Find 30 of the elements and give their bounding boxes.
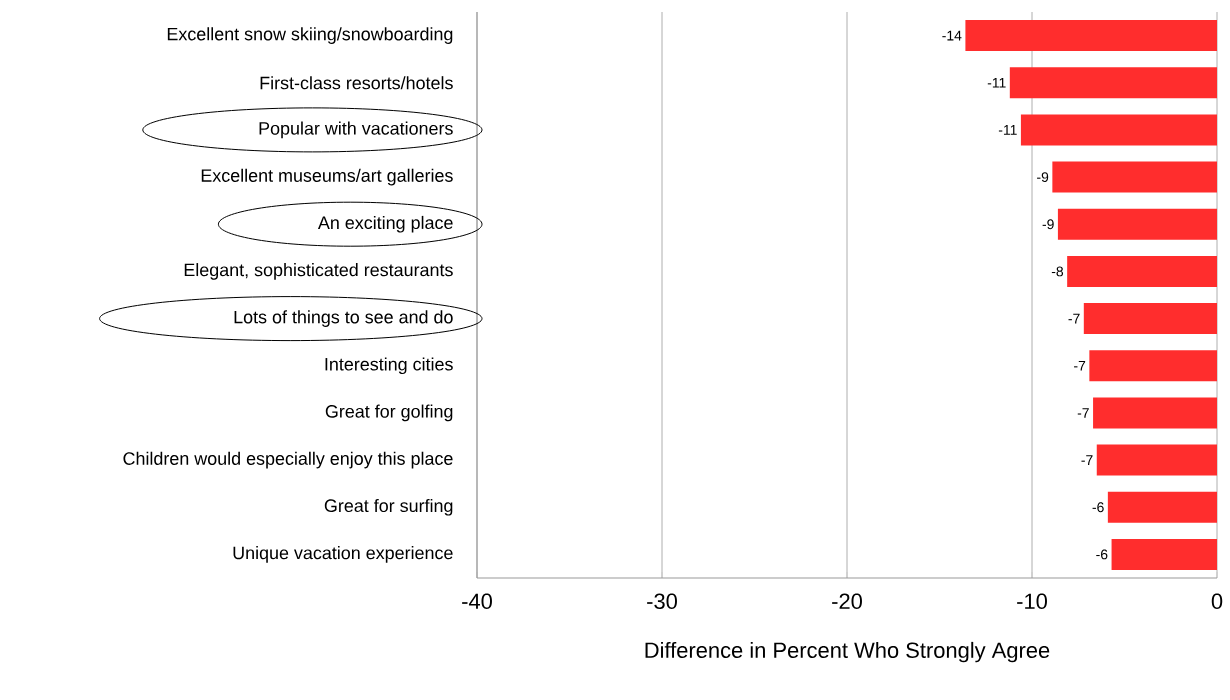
data-label: -9 xyxy=(1037,172,1049,183)
y-tick-label: Great for surfing xyxy=(324,498,453,516)
data-label: -8 xyxy=(1051,266,1064,277)
y-tick-label: Popular with vacationers xyxy=(259,121,453,139)
y-tick-label: Children would especially enjoy this place xyxy=(123,451,453,469)
data-label: -6 xyxy=(1096,549,1108,560)
y-tick-label: An exciting place xyxy=(317,215,453,233)
data-label: -7 xyxy=(1068,313,1080,324)
y-tick-label: First-class resorts/hotels xyxy=(260,76,453,90)
x-tick-label: -30 xyxy=(647,593,677,610)
x-axis-title: Difference in Percent Who Strongly Agree xyxy=(645,641,1050,663)
y-tick-label: Lots of things to see and do xyxy=(234,310,453,327)
data-label: -7 xyxy=(1074,360,1086,371)
data-label: -11 xyxy=(998,125,1017,135)
data-label: -14 xyxy=(942,30,962,41)
x-tick-label: -40 xyxy=(462,593,492,610)
y-tick-label: Unique vacation experience xyxy=(233,546,453,563)
data-label: -6 xyxy=(1092,502,1104,513)
data-label: -11 xyxy=(987,77,1006,88)
data-label: -7 xyxy=(1081,455,1093,465)
x-tick-label: 0 xyxy=(1211,593,1223,610)
y-tick-label: Excellent museums/art galleries xyxy=(201,168,453,186)
y-tick-label: Elegant, sophisticated restaurants xyxy=(184,263,453,280)
x-tick-label: -10 xyxy=(1017,593,1047,610)
y-tick-label: Excellent snow skiing/snowboarding xyxy=(167,27,453,44)
y-tick-label: Great for golfing xyxy=(325,404,453,422)
data-label: -9 xyxy=(1042,219,1054,230)
y-tick-label: Interesting cities xyxy=(325,357,453,375)
x-tick-label: -20 xyxy=(832,593,862,610)
data-label: -7 xyxy=(1077,408,1089,418)
